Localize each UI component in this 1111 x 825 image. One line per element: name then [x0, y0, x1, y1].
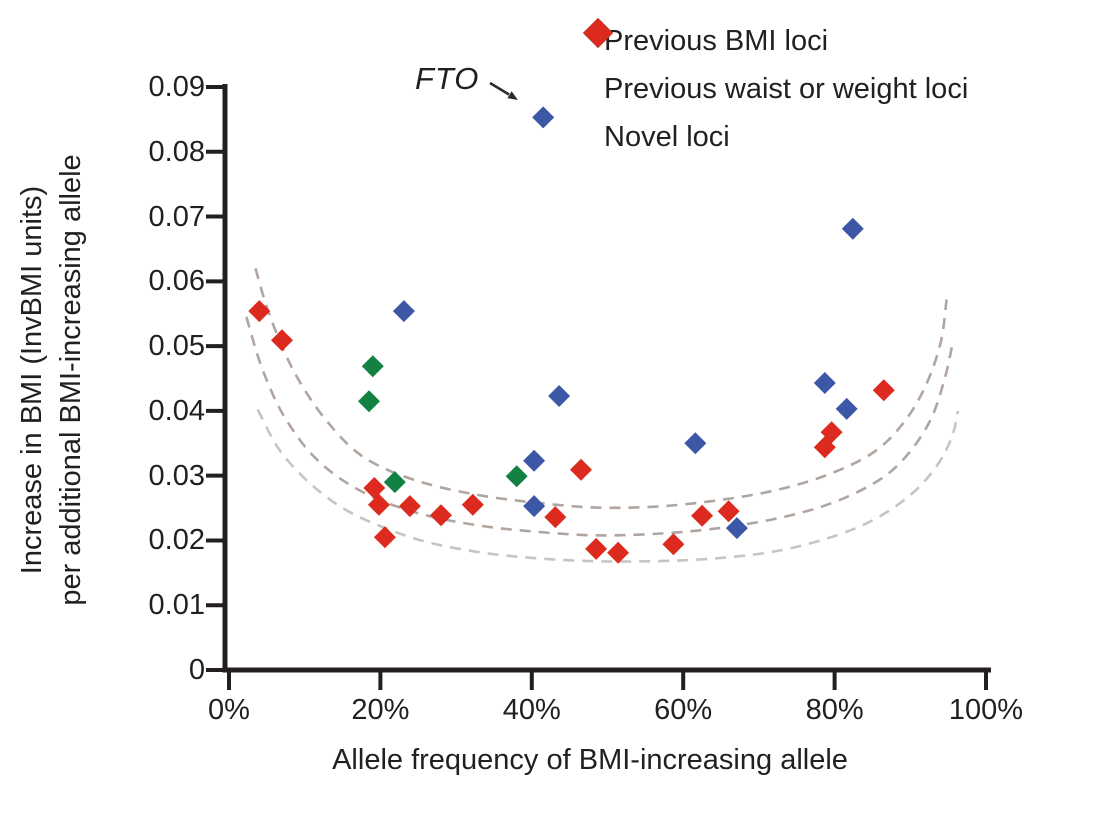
- data-point-previous-waist-or-weight-loci: [361, 355, 384, 378]
- data-point-previous-bmi-loci: [841, 217, 864, 240]
- x-tick-label: 20%: [351, 694, 410, 726]
- data-point-novel-loci: [820, 421, 843, 444]
- y-tick-label: 0.09: [148, 70, 205, 103]
- legend-item-previous-waist-or-weight-loci: Previous waist or weight loci: [582, 18, 969, 113]
- data-point-novel-loci: [430, 504, 452, 527]
- data-point-previous-waist-or-weight-loci: [358, 390, 380, 413]
- data-point-previous-bmi-loci: [523, 449, 546, 472]
- y-tick-label: 0.02: [148, 524, 205, 557]
- y-axis-title-line1: Increase in BMI (InvBMI units): [16, 185, 48, 575]
- x-tick-label: 80%: [805, 694, 864, 726]
- data-point-novel-loci: [717, 500, 740, 523]
- legend-label: Previous waist or weight loci: [604, 72, 969, 105]
- y-tick-label: 0: [188, 654, 205, 686]
- y-tick-label: 0.03: [148, 459, 205, 492]
- data-point-novel-loci: [373, 526, 396, 549]
- x-tick-label: 60%: [654, 694, 713, 726]
- data-point-previous-bmi-loci: [684, 432, 707, 455]
- data-point-novel-loci: [367, 493, 390, 516]
- y-tick-label: 0.08: [148, 135, 205, 168]
- data-point-novel-loci: [271, 329, 293, 352]
- data-point-novel-loci: [544, 506, 567, 529]
- data-point-previous-bmi-loci: [548, 385, 571, 407]
- data-point-previous-bmi-loci: [835, 397, 858, 420]
- fto-arrow-line: [489, 81, 510, 96]
- power-curve-upper: [254, 268, 948, 510]
- fto-arrowhead: [507, 91, 518, 100]
- legend-diamond-icon: [583, 18, 613, 48]
- legend-item-novel-loci: Novel loci: [582, 18, 968, 161]
- data-point-previous-bmi-loci: [532, 106, 555, 129]
- y-tick-label: 0.01: [148, 589, 205, 622]
- power-curve-middle: [245, 316, 954, 537]
- y-tick-label: 0.07: [148, 200, 205, 233]
- x-tick-label: 100%: [948, 694, 1024, 726]
- data-point-previous-waist-or-weight-loci: [505, 465, 528, 488]
- data-point-novel-loci: [691, 504, 714, 527]
- fto-annotation-label: FTO: [415, 61, 480, 96]
- y-tick-label: 0.05: [148, 330, 205, 363]
- data-point-novel-loci: [607, 541, 630, 564]
- y-tick-label: 0.06: [148, 265, 205, 298]
- legend-item-previous-bmi-loci: Previous BMI loci: [582, 17, 968, 65]
- data-point-novel-loci: [872, 379, 895, 402]
- data-point-novel-loci: [461, 493, 484, 516]
- data-point-previous-waist-or-weight-loci: [383, 471, 406, 494]
- data-point-previous-bmi-loci: [725, 517, 748, 540]
- data-point-novel-loci: [398, 495, 421, 518]
- data-point-previous-bmi-loci: [392, 300, 415, 323]
- legend-label: Novel loci: [604, 120, 730, 153]
- data-point-novel-loci: [585, 537, 608, 560]
- y-tick-label: 0.04: [148, 394, 205, 427]
- legend-diamond-icon: [583, 18, 613, 48]
- power-curve-lower: [256, 409, 960, 563]
- x-tick-label: 40%: [502, 694, 561, 726]
- data-point-previous-bmi-loci: [813, 372, 836, 394]
- data-point-previous-bmi-loci: [523, 495, 546, 518]
- x-axis-title: Allele frequency of BMI-increasing allel…: [332, 744, 848, 776]
- data-point-novel-loci: [248, 300, 271, 323]
- legend: Previous BMI loci Previous waist or weigh…: [582, 17, 968, 161]
- data-point-novel-loci: [570, 458, 592, 481]
- data-point-novel-loci: [662, 533, 685, 556]
- data-point-novel-loci: [363, 477, 386, 499]
- legend-label: Previous BMI loci: [604, 24, 829, 57]
- x-tick-label: 0%: [208, 694, 250, 726]
